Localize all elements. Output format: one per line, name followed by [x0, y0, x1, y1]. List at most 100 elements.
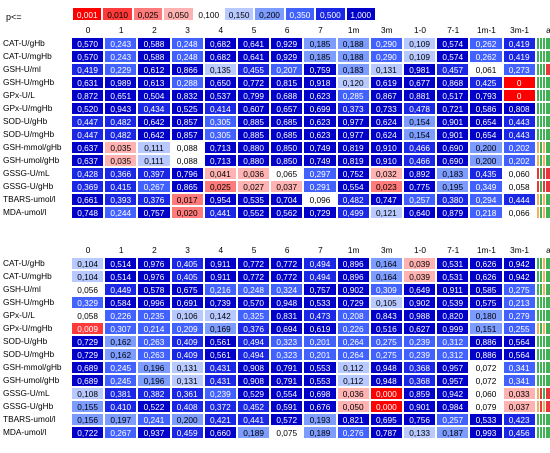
p-value-cell: 0,654 [469, 128, 503, 141]
p-value-cell: 0,120 [336, 76, 370, 89]
p-value-cell: 0,104 [71, 270, 105, 283]
p-value-cell: 0,188 [336, 37, 370, 50]
p-value-cell: 0,164 [369, 270, 403, 283]
count-cell: 0 [544, 335, 550, 348]
p-value-cell: 0,478 [403, 102, 437, 115]
p-value-cell: 0,428 [71, 167, 105, 180]
p-value-cell: 0,200 [469, 141, 503, 154]
p-value-cell: 0 [502, 89, 536, 102]
p-value-cell: 0,918 [303, 76, 337, 89]
p-value-cell: 0,312 [436, 335, 470, 348]
row-label: GSSG-U/gHb [3, 181, 54, 191]
p-value-cell: 0,626 [469, 270, 503, 283]
p-value-cell: 0,180 [469, 309, 503, 322]
column-header: D [545, 24, 550, 36]
p-value-cell: 0,058 [502, 180, 536, 193]
p-value-cell: 0,588 [137, 37, 171, 50]
row-label: TBARS-umol/l [3, 194, 56, 204]
p-value-cell: 0,682 [203, 50, 237, 63]
p-value-cell: 0,752 [336, 167, 370, 180]
p-value-cell: 0,504 [137, 89, 171, 102]
legend-cell: 0,100 [193, 7, 224, 21]
p-value-cell: 0,886 [469, 348, 503, 361]
row-label: GSH-U/ml [3, 284, 41, 294]
p-value-cell: 0,275 [502, 283, 536, 296]
p-value-cell: 0,654 [469, 115, 503, 128]
p-value-cell: 0,408 [170, 400, 204, 413]
p-value-cell: 0,574 [436, 37, 470, 50]
p-value-cell: 0,821 [336, 413, 370, 426]
count-cell: 0 [544, 128, 550, 141]
row-label: GSH-U/mgHb [3, 297, 55, 307]
p-value-cell: 0,036 [336, 387, 370, 400]
p-value-cell: 0,443 [502, 115, 536, 128]
p-value-cell: 0,447 [71, 128, 105, 141]
p-value-cell: 0,155 [71, 400, 105, 413]
p-value-cell: 0,423 [502, 413, 536, 426]
count-cell: 0 [544, 309, 550, 322]
p-value-cell: 0,650 [203, 76, 237, 89]
p-value-cell: 0,721 [436, 102, 470, 115]
p-value-cell: 0,410 [104, 400, 138, 413]
row-label: GSH-U/mgHb [3, 77, 55, 87]
p-value-cell: 0,859 [403, 387, 437, 400]
p-value-cell: 0,729 [71, 348, 105, 361]
p-value-cell: 0,088 [170, 154, 204, 167]
p-value-cell: 0,713 [203, 141, 237, 154]
count-cell: 0 [544, 141, 550, 154]
row-label: GPx-U/L [3, 310, 35, 320]
legend-label: p<= [6, 12, 22, 22]
p-value-cell: 0,772 [237, 270, 271, 283]
p-value-cell: 0,539 [436, 296, 470, 309]
p-value-cell: 0,131 [369, 63, 403, 76]
p-value-cell: 0,207 [270, 63, 304, 76]
p-value-cell: 0,361 [170, 387, 204, 400]
p-value-cell: 0,572 [270, 413, 304, 426]
p-value-cell: 0,690 [436, 154, 470, 167]
p-value-cell: 0,189 [237, 426, 271, 439]
p-value-cell: 0,151 [469, 322, 503, 335]
p-value-cell: 0,772 [270, 270, 304, 283]
column-header: abs [546, 25, 550, 35]
p-value-cell: 0,096 [303, 193, 337, 206]
p-value-cell: 0,108 [71, 387, 105, 400]
p-value-cell: 0,105 [369, 296, 403, 309]
p-value-cell: 0,902 [336, 283, 370, 296]
p-value-cell: 0,657 [270, 102, 304, 115]
count-cell: 0 [544, 102, 550, 115]
column-header: 1m [347, 25, 360, 35]
row-label: CAT-U/mgHb [3, 271, 52, 281]
count-cell: 0 [544, 115, 550, 128]
p-value-cell: 0,981 [403, 63, 437, 76]
legend-cell: 0,010 [102, 7, 133, 21]
p-value-cell: 0,748 [71, 206, 105, 219]
column-header: 1m [347, 245, 360, 255]
p-value-cell: 0,588 [137, 50, 171, 63]
p-value-cell: 0,431 [203, 374, 237, 387]
p-value-cell: 0,305 [203, 128, 237, 141]
p-value-cell: 0,564 [502, 335, 536, 348]
count-cell: 0 [544, 374, 550, 387]
p-value-cell: 0,570 [237, 296, 271, 309]
p-value-cell: 0,976 [137, 257, 171, 270]
p-value-cell: 0,619 [303, 322, 337, 335]
p-value-cell: 0,880 [237, 141, 271, 154]
p-value-cell: 0,885 [237, 128, 271, 141]
row-label: SOD-U/gHb [3, 116, 48, 126]
p-value-cell: 0,570 [71, 50, 105, 63]
p-value-cell: 0,425 [469, 76, 503, 89]
p-value-cell: 0,200 [170, 413, 204, 426]
p-value-cell: 0,749 [303, 141, 337, 154]
p-value-cell: 0,739 [203, 296, 237, 309]
p-value-cell: 0,641 [237, 50, 271, 63]
p-value-cell: 0,376 [137, 193, 171, 206]
p-value-cell: 0,288 [170, 76, 204, 89]
p-value-cell: 0,079 [469, 400, 503, 413]
p-value-cell: 0,109 [403, 50, 437, 63]
p-value-cell: 0,226 [336, 322, 370, 335]
p-value-cell: 0,759 [303, 63, 337, 76]
p-value-cell: 0,713 [203, 154, 237, 167]
p-value-cell: 0,037 [502, 400, 536, 413]
p-value-cell: 0,325 [237, 309, 271, 322]
p-value-cell: 0,704 [270, 193, 304, 206]
